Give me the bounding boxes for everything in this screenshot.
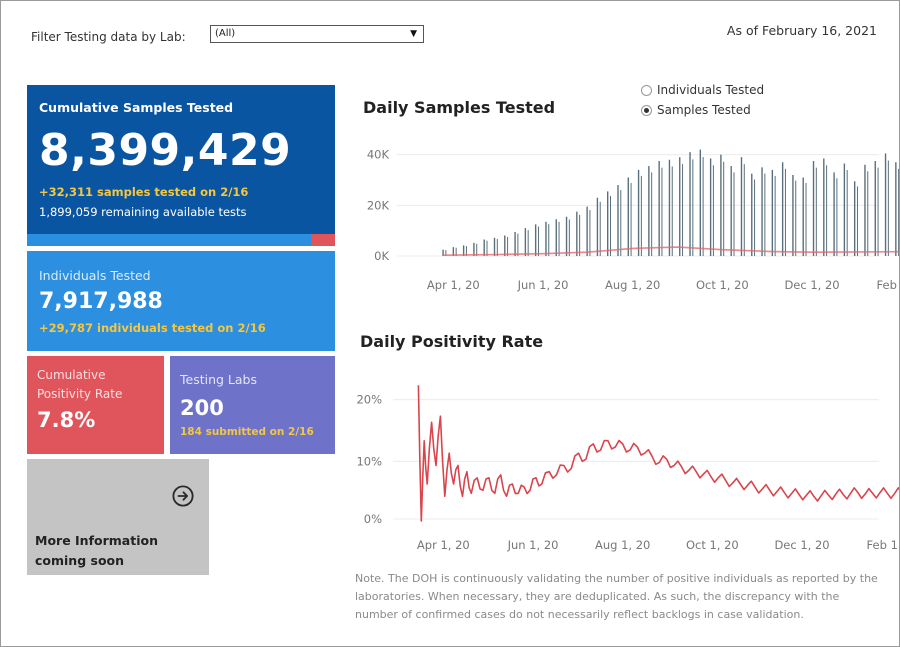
x-tick-label: Jun 1, 20 [507, 538, 559, 552]
lab-filter-value: (All) [215, 28, 236, 39]
x-tick-label: Aug 1, 20 [605, 278, 660, 292]
x-tick-label: Apr 1, 20 [427, 278, 480, 292]
radio-unselected-icon [641, 85, 652, 96]
positivity-chart-title: Daily Positivity Rate [360, 332, 544, 351]
x-tick-label: Dec 1, 20 [774, 538, 829, 552]
x-tick-label: Oct 1, 20 [686, 538, 739, 552]
x-tick-label: Dec 1, 20 [784, 278, 839, 292]
x-tick-label: Feb 1, 21 [867, 538, 899, 552]
testing-labs-delta: 184 submitted on 2/16 [180, 426, 314, 438]
cumulative-samples-delta: +32,311 samples tested on 2/16 [39, 185, 249, 199]
toggle-individuals-label: Individuals Tested [657, 83, 765, 97]
x-tick-label: Feb 1, 21 [877, 278, 899, 292]
radio-selected-icon [641, 105, 652, 116]
x-tick-label: Aug 1, 20 [595, 538, 650, 552]
more-information-card[interactable]: More Information coming soon [27, 459, 209, 575]
chevron-down-icon: ▼ [410, 29, 417, 39]
x-tick-label: Jun 1, 20 [517, 278, 569, 292]
daily-samples-chart[interactable]: 0K 20K 40K Apr 1, 20 Jun 1, 20 Aug 1, 20 Oct 1… [1, 1, 899, 301]
individuals-tested-title: Individuals Tested [39, 268, 151, 283]
filter-label: Filter Testing data by Lab: [31, 30, 186, 44]
daily-positivity-chart[interactable]: 0% 10% 20% Apr 1, 20 Jun 1, 20 Aug 1, 20 Oct 1… [1, 1, 899, 561]
y-tick-label: 0K [374, 249, 389, 263]
y-tick-label: 40K [367, 148, 390, 162]
x-tick-label: Apr 1, 20 [417, 538, 470, 552]
more-information-label: More Information coming soon [35, 533, 158, 568]
positivity-line [417, 385, 899, 522]
y-tick-label: 0% [364, 512, 382, 526]
arrow-right-circle-icon[interactable] [172, 485, 194, 507]
card-footer-bar-accent [311, 234, 335, 246]
as-of-date: As of February 16, 2021 [726, 23, 877, 38]
lab-filter-dropdown[interactable]: (All) ▼ [210, 25, 424, 43]
daily-samples-title: Daily Samples Tested [363, 98, 556, 117]
toggle-samples-tested[interactable]: Samples Tested [641, 103, 751, 117]
individuals-tested-card[interactable]: Individuals Tested 7,917,988 +29,787 ind… [27, 251, 335, 351]
x-tick-label: Oct 1, 20 [696, 278, 749, 292]
cumulative-samples-title: Cumulative Samples Tested [39, 100, 234, 115]
positivity-rate-title: Cumulative Positivity Rate [37, 368, 123, 401]
y-tick-label: 10% [356, 454, 382, 468]
remaining-tests: 1,899,059 remaining available tests [39, 205, 247, 219]
data-note: Note. The DOH is continuously validating… [355, 572, 878, 621]
y-tick-label: 20K [367, 198, 390, 212]
y-tick-label: 20% [356, 393, 382, 407]
testing-labs-title: Testing Labs [180, 372, 257, 387]
testing-labs-card[interactable]: Testing Labs 200 184 submitted on 2/16 [170, 356, 335, 454]
toggle-samples-label: Samples Tested [657, 103, 751, 117]
testing-labs-value: 200 [180, 396, 224, 420]
cumulative-samples-card[interactable]: Cumulative Samples Tested 8,399,429 +32,… [27, 85, 335, 246]
card-footer-bar [27, 234, 335, 246]
positivity-rate-value: 7.8% [37, 408, 96, 432]
toggle-individuals-tested[interactable]: Individuals Tested [641, 83, 764, 97]
cumulative-samples-value: 8,399,429 [39, 125, 292, 176]
individuals-tested-delta: +29,787 individuals tested on 2/16 [39, 321, 266, 335]
individuals-tested-value: 7,917,988 [39, 289, 163, 314]
positive-samples-line [443, 246, 899, 256]
positivity-rate-card[interactable]: Cumulative Positivity Rate 7.8% [27, 356, 164, 454]
